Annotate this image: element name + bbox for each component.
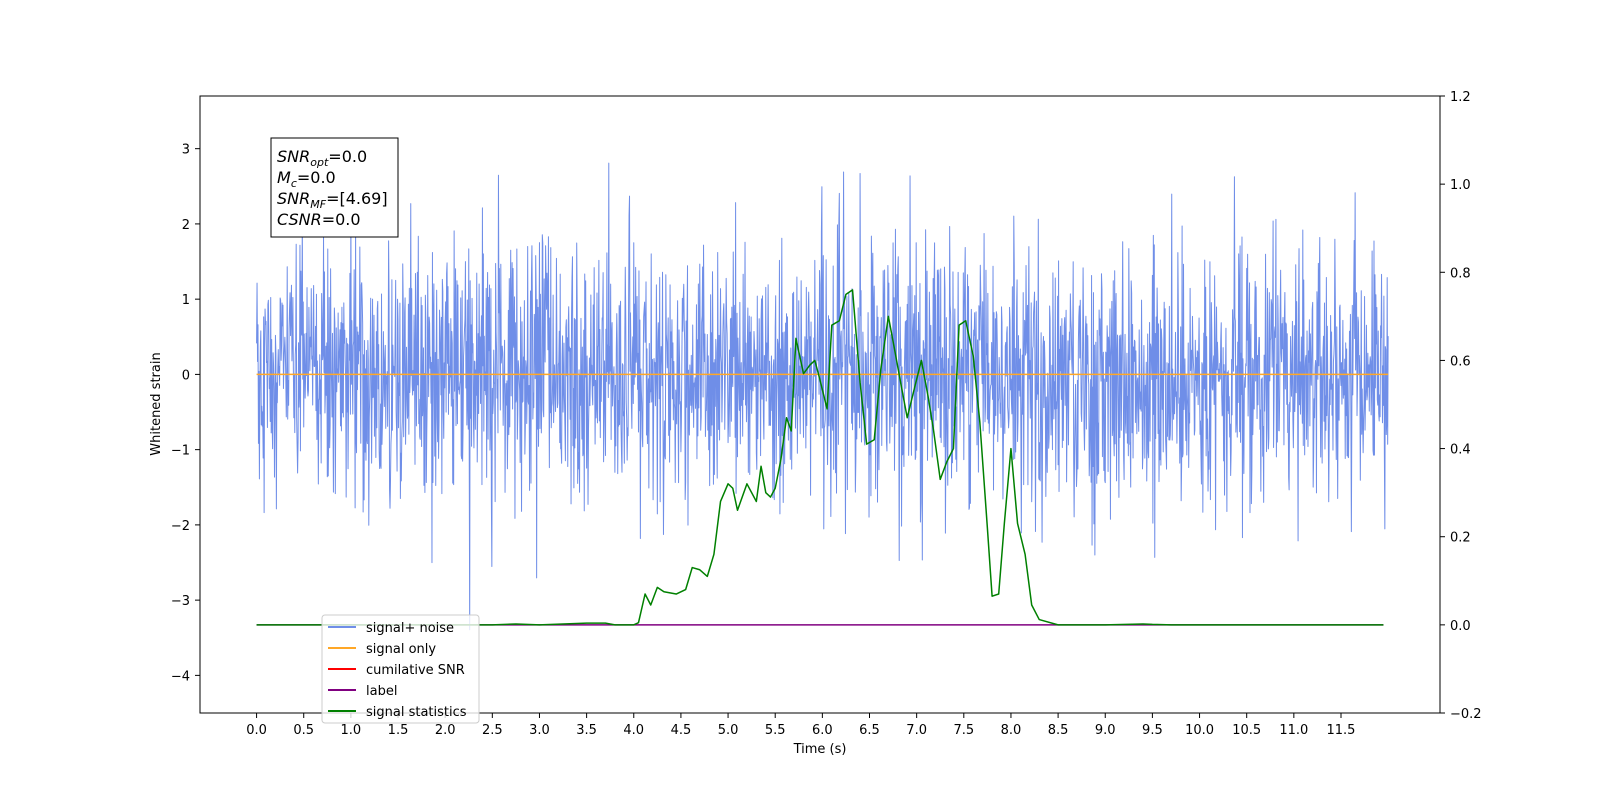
- legend-label: signal+ noise: [366, 621, 454, 636]
- x-tick-label: 11.0: [1279, 723, 1308, 738]
- legend-label: cumilative SNR: [366, 663, 465, 678]
- x-tick-label: 10.0: [1185, 723, 1214, 738]
- annotation-subscript: opt: [310, 156, 329, 169]
- y-tick-label: 3: [182, 143, 190, 158]
- x-tick-label: 3.0: [529, 723, 550, 738]
- x-tick-label: 4.5: [671, 723, 692, 738]
- y-tick-label: −1: [171, 444, 190, 459]
- legend-frame: [321, 614, 480, 724]
- y2-tick-label: 0.6: [1450, 354, 1471, 369]
- x-tick-label: 6.0: [812, 723, 833, 738]
- y2-tick-label: 0.0: [1450, 619, 1471, 634]
- annotation-symbol: M: [277, 168, 291, 187]
- annotation-symbol: SNR: [277, 147, 310, 166]
- y-tick-label: 0: [182, 368, 190, 383]
- x-tick-label: 7.0: [906, 723, 927, 738]
- y-tick-label: 1: [182, 293, 190, 308]
- annotation-subscript: c: [291, 177, 297, 190]
- x-tick-label: 8.0: [1001, 723, 1022, 738]
- x-tick-label: 5.0: [718, 723, 739, 738]
- x-tick-label: 9.0: [1095, 723, 1116, 738]
- y2-tick-label: 0.2: [1450, 531, 1471, 546]
- legend-label: label: [366, 684, 397, 699]
- annotation-subscript: MF: [310, 198, 326, 211]
- x-tick-label: 7.5: [953, 723, 974, 738]
- x-tick-label: 9.5: [1142, 723, 1163, 738]
- y-axis-label: Whitened strain: [149, 352, 164, 455]
- legend-label: signal only: [366, 642, 436, 657]
- x-tick-label: 5.5: [765, 723, 786, 738]
- y2-tick-label: 0.4: [1450, 443, 1471, 458]
- x-tick-label: 0.5: [293, 723, 314, 738]
- x-tick-label: 2.5: [482, 723, 503, 738]
- x-tick-label: 10.5: [1232, 723, 1261, 738]
- annotation-frame: [270, 137, 399, 238]
- x-tick-label: 4.0: [623, 723, 644, 738]
- x-axis-label: Time (s): [793, 742, 847, 757]
- x-tick-label: 1.5: [388, 723, 409, 738]
- data-layer: [256, 162, 1389, 631]
- x-tick-label: 6.5: [859, 723, 880, 738]
- x-tick-label: 1.0: [341, 723, 362, 738]
- y2-tick-label: 1.0: [1450, 178, 1471, 193]
- annotation-value: =0.0: [322, 210, 361, 229]
- annotation-symbol: SNR: [277, 189, 310, 208]
- x-tick-label: 8.5: [1048, 723, 1069, 738]
- series-line: [256, 289, 1384, 626]
- x-tick-label: 3.5: [576, 723, 597, 738]
- x-tick-label: 0.0: [246, 723, 267, 738]
- annotation-line: CSNR=0.0: [277, 210, 361, 229]
- annotation-value: =0.0: [328, 147, 367, 166]
- axes-layer: 0.0 0.5 1.0 1.5 2.0 2.5 3.0 3.5 4.0 4.5 5.0 5.5 6.0 6…: [171, 90, 1482, 738]
- y2-tick-label: 1.2: [1450, 90, 1471, 105]
- series-line: [256, 162, 1389, 631]
- annotation-line: Mc=0.0: [277, 168, 336, 190]
- y-tick-label: −3: [171, 594, 190, 609]
- legend-label: signal statistics: [366, 705, 467, 720]
- y-tick-label: 2: [182, 218, 190, 233]
- annotation-value: =[4.69]: [326, 189, 388, 208]
- plot-frame: [199, 95, 1441, 714]
- annotation-line: SNRMF=[4.69]: [277, 189, 388, 211]
- annotation-line: SNRopt=0.0: [277, 147, 367, 169]
- y2-tick-label: 0.8: [1450, 266, 1471, 281]
- annotation-value: =0.0: [297, 168, 336, 187]
- y-tick-label: −4: [171, 669, 190, 684]
- y2-tick-label: −0.2: [1450, 707, 1482, 722]
- legend: signal+ noise signal only cumilative SNR la…: [321, 614, 480, 724]
- x-tick-label: 11.5: [1327, 723, 1356, 738]
- x-tick-label: 2.0: [435, 723, 456, 738]
- annotation-symbol: CSNR: [277, 210, 322, 229]
- y-tick-label: −2: [171, 519, 190, 534]
